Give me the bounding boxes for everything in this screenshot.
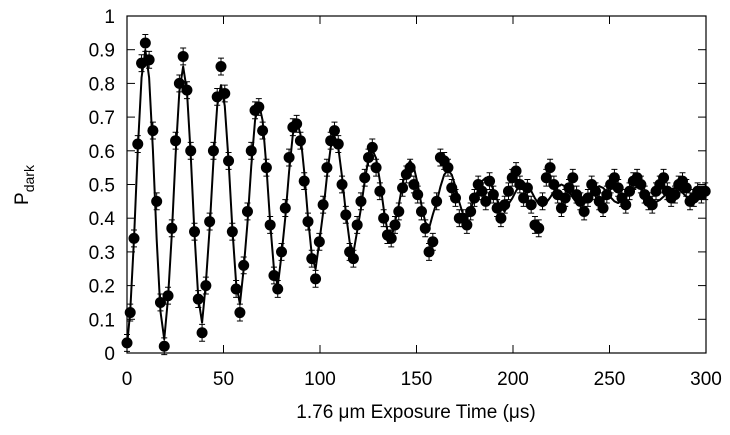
data-point (578, 205, 590, 217)
data-point (495, 212, 507, 224)
data-point (533, 222, 545, 234)
x-tick-label: 200 (497, 369, 529, 390)
data-point (510, 165, 522, 177)
y-tick-label: 0.3 (89, 243, 115, 264)
y-tick-label: 0.8 (89, 74, 115, 95)
y-tick-label: 0 (104, 344, 115, 365)
data-point (234, 307, 246, 319)
data-point (518, 192, 530, 204)
data-point (328, 125, 340, 137)
data-point (669, 189, 681, 201)
data-point (310, 273, 322, 285)
y-tick-label: 0.4 (89, 209, 116, 230)
y-axis-label: Pdark (12, 164, 37, 205)
data-point (351, 219, 363, 231)
data-point (245, 145, 257, 157)
data-point (563, 182, 575, 194)
x-tick-label: 0 (122, 369, 133, 390)
x-tick-label: 150 (401, 369, 433, 390)
data-point (215, 61, 227, 73)
data-point (139, 37, 151, 49)
x-tick-label: 300 (690, 369, 722, 390)
y-tick-label: 0.1 (89, 310, 115, 331)
data-point (423, 246, 435, 258)
data-point (366, 141, 378, 153)
data-point (177, 50, 189, 62)
data-point (173, 77, 185, 89)
fit-line (126, 49, 706, 347)
data-point (480, 195, 492, 207)
y-tick-label: 0.9 (89, 41, 115, 62)
x-tick-label: 100 (304, 369, 336, 390)
x-axis-label: 1.76 μm Exposure Time (μs) (296, 402, 535, 423)
data-point (608, 172, 620, 184)
data-point (658, 172, 670, 184)
data-point (525, 199, 537, 211)
y-tick-label: 1 (104, 7, 115, 28)
data-point (559, 192, 571, 204)
x-tick-label: 50 (213, 369, 234, 390)
data-point (196, 327, 208, 339)
x-tick-label: 250 (594, 369, 626, 390)
data-point (567, 172, 579, 184)
data-point (699, 185, 711, 197)
y-label-main: P (12, 192, 33, 205)
y-tick-label: 0.5 (89, 176, 115, 197)
data-point (502, 185, 514, 197)
data-point (555, 202, 567, 214)
data-point (283, 152, 295, 164)
y-tick-label: 0.7 (89, 108, 115, 129)
y-tick-label: 0.6 (89, 142, 115, 163)
data-point (620, 199, 632, 211)
data-point (540, 172, 552, 184)
data-point (347, 253, 359, 265)
data-point (680, 182, 692, 194)
y-label-subscript: dark (21, 164, 37, 192)
data-point (147, 125, 159, 137)
data-point (321, 162, 333, 174)
data-point (158, 340, 170, 352)
data-point (230, 283, 242, 295)
data-point (544, 162, 556, 174)
data-point (412, 189, 424, 201)
y-tick-label: 0.2 (89, 277, 115, 298)
data-point (461, 219, 473, 231)
data-point (597, 202, 609, 214)
data-point (151, 195, 163, 207)
data-point (612, 182, 624, 194)
data-point (589, 185, 601, 197)
data-point (272, 283, 284, 295)
data-point (442, 162, 454, 174)
data-point (427, 236, 439, 248)
